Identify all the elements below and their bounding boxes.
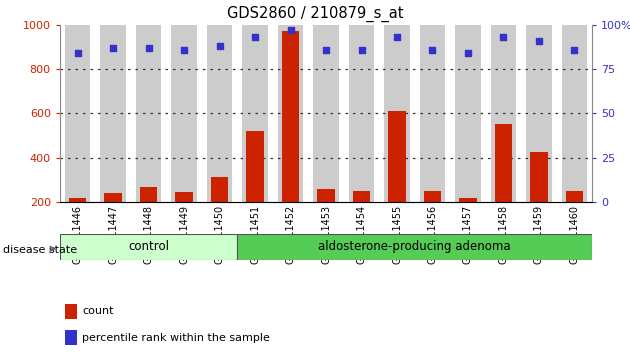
- Bar: [104, 193, 122, 246]
- Point: [285, 27, 295, 33]
- Bar: [491, 25, 516, 202]
- Point: [250, 34, 260, 40]
- Bar: [207, 25, 232, 202]
- Bar: [420, 25, 445, 202]
- Point: [392, 34, 402, 40]
- Bar: [455, 25, 481, 202]
- Point: [72, 50, 83, 56]
- Bar: [495, 124, 512, 246]
- Point: [570, 47, 580, 52]
- Bar: [526, 25, 552, 202]
- Bar: [171, 25, 197, 202]
- Bar: [317, 188, 335, 246]
- Point: [534, 38, 544, 44]
- Bar: [210, 177, 229, 246]
- Bar: [388, 111, 406, 246]
- Point: [427, 47, 437, 52]
- Point: [357, 47, 367, 52]
- Bar: [423, 191, 442, 246]
- Bar: [353, 191, 370, 246]
- Point: [108, 45, 118, 51]
- Text: aldosterone-producing adenoma: aldosterone-producing adenoma: [318, 240, 511, 253]
- Bar: [65, 304, 77, 319]
- Bar: [566, 191, 583, 246]
- Bar: [246, 131, 264, 246]
- Text: GDS2860 / 210879_s_at: GDS2860 / 210879_s_at: [227, 5, 403, 22]
- Bar: [278, 25, 303, 202]
- Bar: [65, 330, 77, 345]
- Point: [144, 45, 154, 51]
- Text: percentile rank within the sample: percentile rank within the sample: [82, 333, 270, 343]
- Bar: [384, 25, 410, 202]
- Bar: [562, 25, 587, 202]
- Bar: [530, 152, 548, 246]
- Text: count: count: [82, 306, 113, 316]
- Bar: [69, 199, 86, 246]
- Bar: [282, 32, 299, 246]
- Point: [179, 47, 189, 52]
- Bar: [100, 25, 126, 202]
- Bar: [459, 199, 477, 246]
- Bar: [175, 192, 193, 246]
- Bar: [140, 187, 158, 246]
- Bar: [313, 25, 339, 202]
- Bar: [136, 25, 161, 202]
- Bar: [349, 25, 374, 202]
- Point: [498, 34, 508, 40]
- Text: disease state: disease state: [3, 245, 77, 255]
- Point: [214, 43, 224, 49]
- Text: control: control: [128, 240, 169, 253]
- Point: [463, 50, 473, 56]
- Point: [321, 47, 331, 52]
- Bar: [243, 25, 268, 202]
- Bar: [60, 234, 238, 260]
- Bar: [238, 234, 592, 260]
- Bar: [65, 25, 90, 202]
